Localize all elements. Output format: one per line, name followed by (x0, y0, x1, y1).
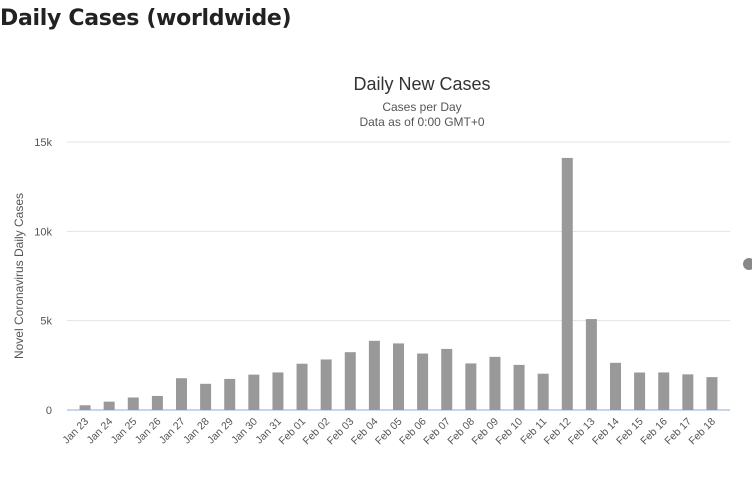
bar[interactable] (513, 364, 525, 410)
bar[interactable] (103, 401, 115, 410)
y-tick-label: 10k (34, 226, 52, 238)
bar[interactable] (537, 373, 549, 410)
bar[interactable] (393, 343, 404, 410)
bar[interactable] (682, 374, 694, 410)
bar[interactable] (441, 348, 453, 410)
bar[interactable] (368, 340, 380, 410)
x-tick-label: Jan 23 (60, 416, 91, 447)
chart-subtitle-1: Cases per Day (382, 100, 461, 114)
y-tick-label: 15k (34, 137, 52, 149)
bar[interactable] (344, 352, 356, 410)
bar[interactable] (200, 383, 212, 410)
bar[interactable] (417, 353, 429, 410)
x-tick-label: Jan 30 (229, 416, 260, 447)
y-tick-label: 0 (46, 405, 52, 417)
bar[interactable] (272, 372, 284, 410)
chart-title: Daily New Cases (353, 74, 490, 94)
y-tick-label: 5k (40, 316, 52, 328)
bar[interactable] (176, 378, 187, 410)
bar[interactable] (706, 377, 718, 410)
bar[interactable] (465, 363, 477, 410)
bar[interactable] (296, 363, 308, 410)
x-tick-label: Jan 25 (109, 416, 140, 447)
x-tick-label: Feb 10 (494, 416, 526, 448)
bar[interactable] (151, 395, 163, 410)
bar[interactable] (127, 397, 139, 410)
x-tick-label: Jan 27 (157, 416, 188, 447)
bar[interactable] (585, 319, 597, 410)
x-tick-label: Jan 28 (181, 416, 212, 447)
y-axis-label: Novel Coronavirus Daily Cases (12, 193, 26, 359)
scroll-handle[interactable] (743, 258, 752, 270)
bar[interactable] (658, 372, 670, 410)
chart-subtitle-2: Data as of 0:00 GMT+0 (359, 115, 484, 129)
bar[interactable] (610, 362, 621, 410)
x-tick-label: Jan 29 (205, 416, 236, 447)
bar[interactable] (79, 405, 91, 410)
bar[interactable] (489, 356, 501, 410)
bar[interactable] (224, 378, 236, 410)
bar[interactable] (320, 359, 332, 410)
x-tick-label: Feb 18 (686, 416, 718, 448)
bar[interactable] (248, 374, 260, 410)
bar[interactable] (561, 157, 573, 410)
bar[interactable] (634, 372, 646, 410)
x-tick-label: Jan 24 (85, 416, 116, 447)
page-title: Daily Cases (worldwide) (0, 6, 292, 31)
x-tick-label: Jan 26 (133, 416, 164, 447)
